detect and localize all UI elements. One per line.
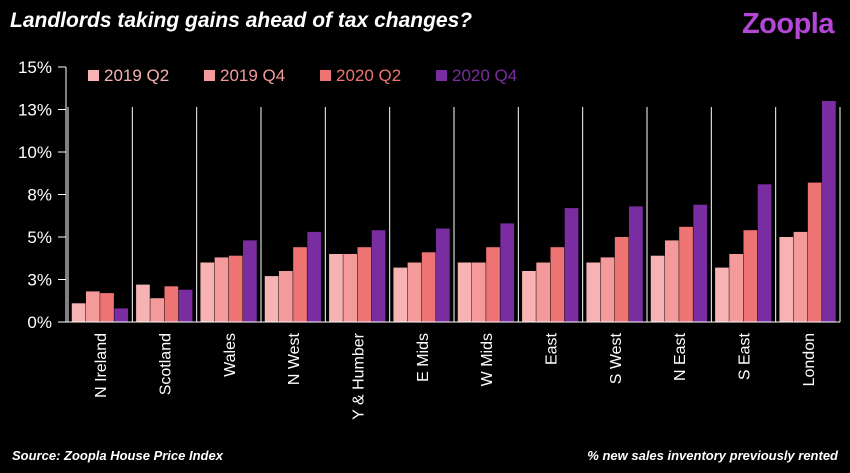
- legend-swatch: [320, 70, 331, 81]
- bar: [729, 254, 743, 322]
- bar: [564, 208, 579, 322]
- bar: [114, 308, 129, 322]
- source-note: Source: Zoopla House Price Index: [12, 448, 223, 463]
- legend-swatch: [436, 70, 447, 81]
- y-axis: 0% 3% 5% 8% 10% 13% 15%: [18, 58, 67, 332]
- bar: [650, 255, 665, 322]
- zoopla-logo: Zoopla: [741, 8, 835, 40]
- x-category-label: E Mids: [415, 333, 432, 382]
- chart-title: Landlords taking gains ahead of tax chan…: [10, 9, 473, 32]
- x-category-label: S West: [608, 332, 625, 384]
- x-category-label: N East: [672, 332, 689, 381]
- x-category-label: Y & Humber: [351, 332, 368, 420]
- bar: [200, 262, 215, 322]
- bar: [600, 257, 615, 322]
- x-category-label: S East: [737, 332, 754, 380]
- bar: [407, 262, 422, 322]
- x-category-label: Wales: [222, 333, 239, 377]
- bar: [357, 247, 372, 322]
- legend-swatch: [204, 70, 215, 81]
- bar: [264, 276, 279, 322]
- legend-label: 2019 Q2: [104, 66, 169, 85]
- bar: [150, 298, 164, 322]
- x-category-label: N West: [286, 332, 303, 385]
- y-tick-label: 5%: [27, 228, 52, 247]
- bar: [807, 182, 822, 322]
- bar: [614, 237, 629, 322]
- bar: [393, 267, 408, 322]
- bar: [743, 230, 758, 322]
- bar: [278, 271, 293, 322]
- bar: [586, 262, 601, 322]
- bar: [757, 184, 772, 322]
- bar: [486, 247, 500, 322]
- bar: [421, 252, 436, 322]
- bar: [307, 231, 322, 322]
- bar: [779, 237, 794, 322]
- legend-label: 2020 Q4: [452, 66, 517, 85]
- bar: [371, 230, 386, 322]
- bar: [536, 262, 550, 322]
- x-category-label: Scotland: [158, 333, 175, 395]
- bar: [293, 247, 307, 322]
- x-category-label: W Mids: [479, 333, 496, 386]
- y-tick-label: 13%: [18, 101, 52, 120]
- bar: [793, 231, 808, 322]
- bar: [178, 289, 193, 322]
- bar: [214, 257, 229, 322]
- x-axis: N Ireland Scotland Wales N West Y & Humber E …: [66, 107, 841, 420]
- bar: [243, 240, 257, 322]
- bar: [471, 262, 486, 322]
- bar: [329, 254, 343, 322]
- y-tick-label: 10%: [18, 143, 52, 162]
- bar: [500, 223, 515, 322]
- footnote: % new sales inventory previously rented: [587, 448, 838, 463]
- bar: [228, 255, 243, 322]
- x-category-label: East: [544, 332, 561, 365]
- bar: [436, 228, 450, 322]
- y-tick-label: 8%: [27, 186, 52, 205]
- bar: [679, 226, 693, 322]
- bar: [715, 267, 729, 322]
- bars: [71, 101, 836, 322]
- bar: [822, 101, 836, 322]
- bar: [457, 262, 472, 322]
- bar: [85, 291, 100, 322]
- bar: [550, 247, 565, 322]
- bar: [629, 206, 643, 322]
- y-tick-label: 0%: [27, 313, 52, 332]
- y-tick-label: 15%: [18, 58, 52, 77]
- x-category-label: London: [801, 333, 818, 386]
- bar: [343, 254, 357, 322]
- x-category-label: N Ireland: [93, 333, 110, 398]
- legend-label: 2020 Q2: [336, 66, 401, 85]
- legend-swatch: [88, 70, 99, 81]
- bar: [100, 293, 114, 322]
- bar: [664, 240, 679, 322]
- y-tick-label: 3%: [27, 271, 52, 290]
- legend: 2019 Q2 2019 Q4 2020 Q2 2020 Q4: [88, 66, 517, 85]
- bar: [136, 284, 150, 322]
- legend-label: 2019 Q4: [220, 66, 285, 85]
- bar: [522, 271, 536, 322]
- bar: [164, 286, 179, 322]
- bar: [71, 303, 86, 322]
- bar: [693, 204, 708, 322]
